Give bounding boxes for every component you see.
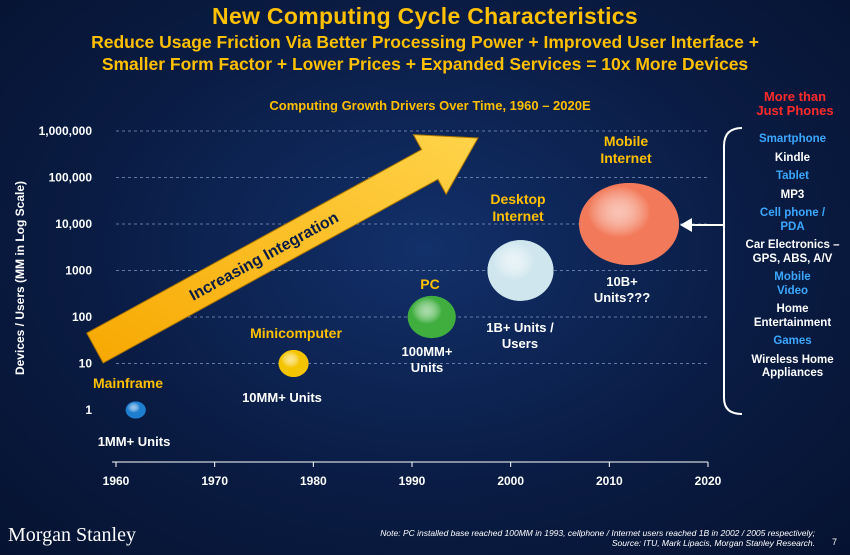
point-units-label: 100MM+ Units: [402, 344, 453, 375]
bubble-highlight: [487, 240, 554, 301]
page-number: 7: [832, 537, 838, 547]
axes: 1 10 100 1000 10,000 100,000 1,000,000 1960 1970…: [39, 124, 722, 488]
footnote-line2: Source: ITU, Mark Lipacis, Morgan Stanle…: [611, 538, 815, 548]
bubble-group: Mainframe 1MM+ Units: [93, 375, 170, 449]
point-name-label: Mainframe: [93, 375, 163, 391]
sidebar-item: Cell phone / PDA: [759, 207, 826, 233]
sidebar-item: MP3: [780, 188, 805, 201]
y-tick-label: 1,000,000: [39, 124, 93, 138]
footnote: Note: PC installed base reached 100MM in…: [215, 528, 815, 548]
point-units-label: 10B+ Units???: [594, 274, 650, 305]
slide-subtitle-line2: Smaller Form Factor + Lower Prices + Exp…: [101, 54, 749, 74]
x-tick-label: 1980: [300, 474, 327, 488]
point-name-label: Mobile Internet: [600, 133, 652, 166]
sidebar-item: Kindle: [774, 151, 811, 164]
sidebar-item: Mobile Video: [774, 271, 811, 297]
point-name-label: Minicomputer: [250, 325, 342, 341]
point-units-label: 1B+ Units / Users: [486, 320, 554, 351]
y-tick-label: 100,000: [49, 171, 93, 185]
sidebar-heading-line2: Just Phones: [756, 103, 834, 118]
y-tick-label: 1: [85, 403, 92, 417]
point-name-label: PC: [420, 276, 439, 292]
bubble-highlight: [407, 295, 456, 339]
bubble-group: Minicomputer 10MM+ Units: [242, 325, 342, 405]
sidebar-item: Wireless Home Appliances: [751, 353, 834, 380]
integration-arrow-label: Increasing Integration: [187, 209, 342, 304]
pointer-arrowhead: [680, 218, 692, 232]
x-tick-label: 2000: [497, 474, 524, 488]
sidebar-heading-line1: More than: [763, 89, 827, 104]
sidebar-device-list: Smartphone Kindle Tablet MP3 Cell phone / PD…: [735, 133, 850, 386]
bubble-highlight: [278, 350, 309, 377]
bubble-group: Mobile Internet 10B+ Units???: [579, 133, 680, 305]
footnote-line1: Note: PC installed base reached 100MM in…: [380, 528, 815, 538]
sidebar-heading: More than Just Phones: [740, 90, 850, 118]
y-tick-label: 1000: [65, 264, 92, 278]
y-tick-label: 100: [72, 310, 92, 324]
sidebar-item: Car Electronics – GPS, ABS, A/V: [745, 239, 840, 265]
sidebar-item: Tablet: [775, 170, 809, 182]
integration-arrow-shape: [86, 134, 479, 364]
slide-title: New Computing Cycle Characteristics: [212, 3, 638, 29]
sidebar-item: Home Entertainment: [753, 303, 832, 329]
sidebar-bracket: [680, 127, 743, 415]
x-tick-label: 1960: [103, 474, 130, 488]
chart-title: Computing Growth Drivers Over Time, 1960…: [269, 98, 591, 113]
bubble-highlight: [125, 401, 146, 419]
bubble-group: Desktop Internet 1B+ Units / Users: [486, 191, 554, 351]
x-tick-label: 1970: [201, 474, 228, 488]
bubble-highlight: [579, 183, 680, 265]
point-units-label: 1MM+ Units: [98, 434, 171, 449]
sidebar-item: Games: [773, 335, 812, 347]
data-points: Mainframe 1MM+ Units Minicomputer 10MM+ Uni…: [93, 133, 680, 449]
point-name-label: Desktop Internet: [490, 191, 545, 224]
x-tick-label: 2020: [695, 474, 722, 488]
y-axis-label: Devices / Users (MM in Log Scale): [13, 181, 27, 375]
bracket-line: [723, 127, 743, 415]
x-tick-label: 1990: [399, 474, 426, 488]
x-tick-label: 2010: [596, 474, 623, 488]
y-tick-label: 10: [79, 357, 93, 371]
y-tick-label: 10,000: [55, 217, 92, 231]
morgan-stanley-logo: Morgan Stanley: [8, 524, 136, 546]
bubble-group: PC 100MM+ Units: [402, 276, 456, 375]
sidebar-item: Smartphone: [758, 133, 827, 145]
slide-subtitle-line1: Reduce Usage Friction Via Better Process…: [91, 32, 759, 52]
point-units-label: 10MM+ Units: [242, 390, 322, 405]
